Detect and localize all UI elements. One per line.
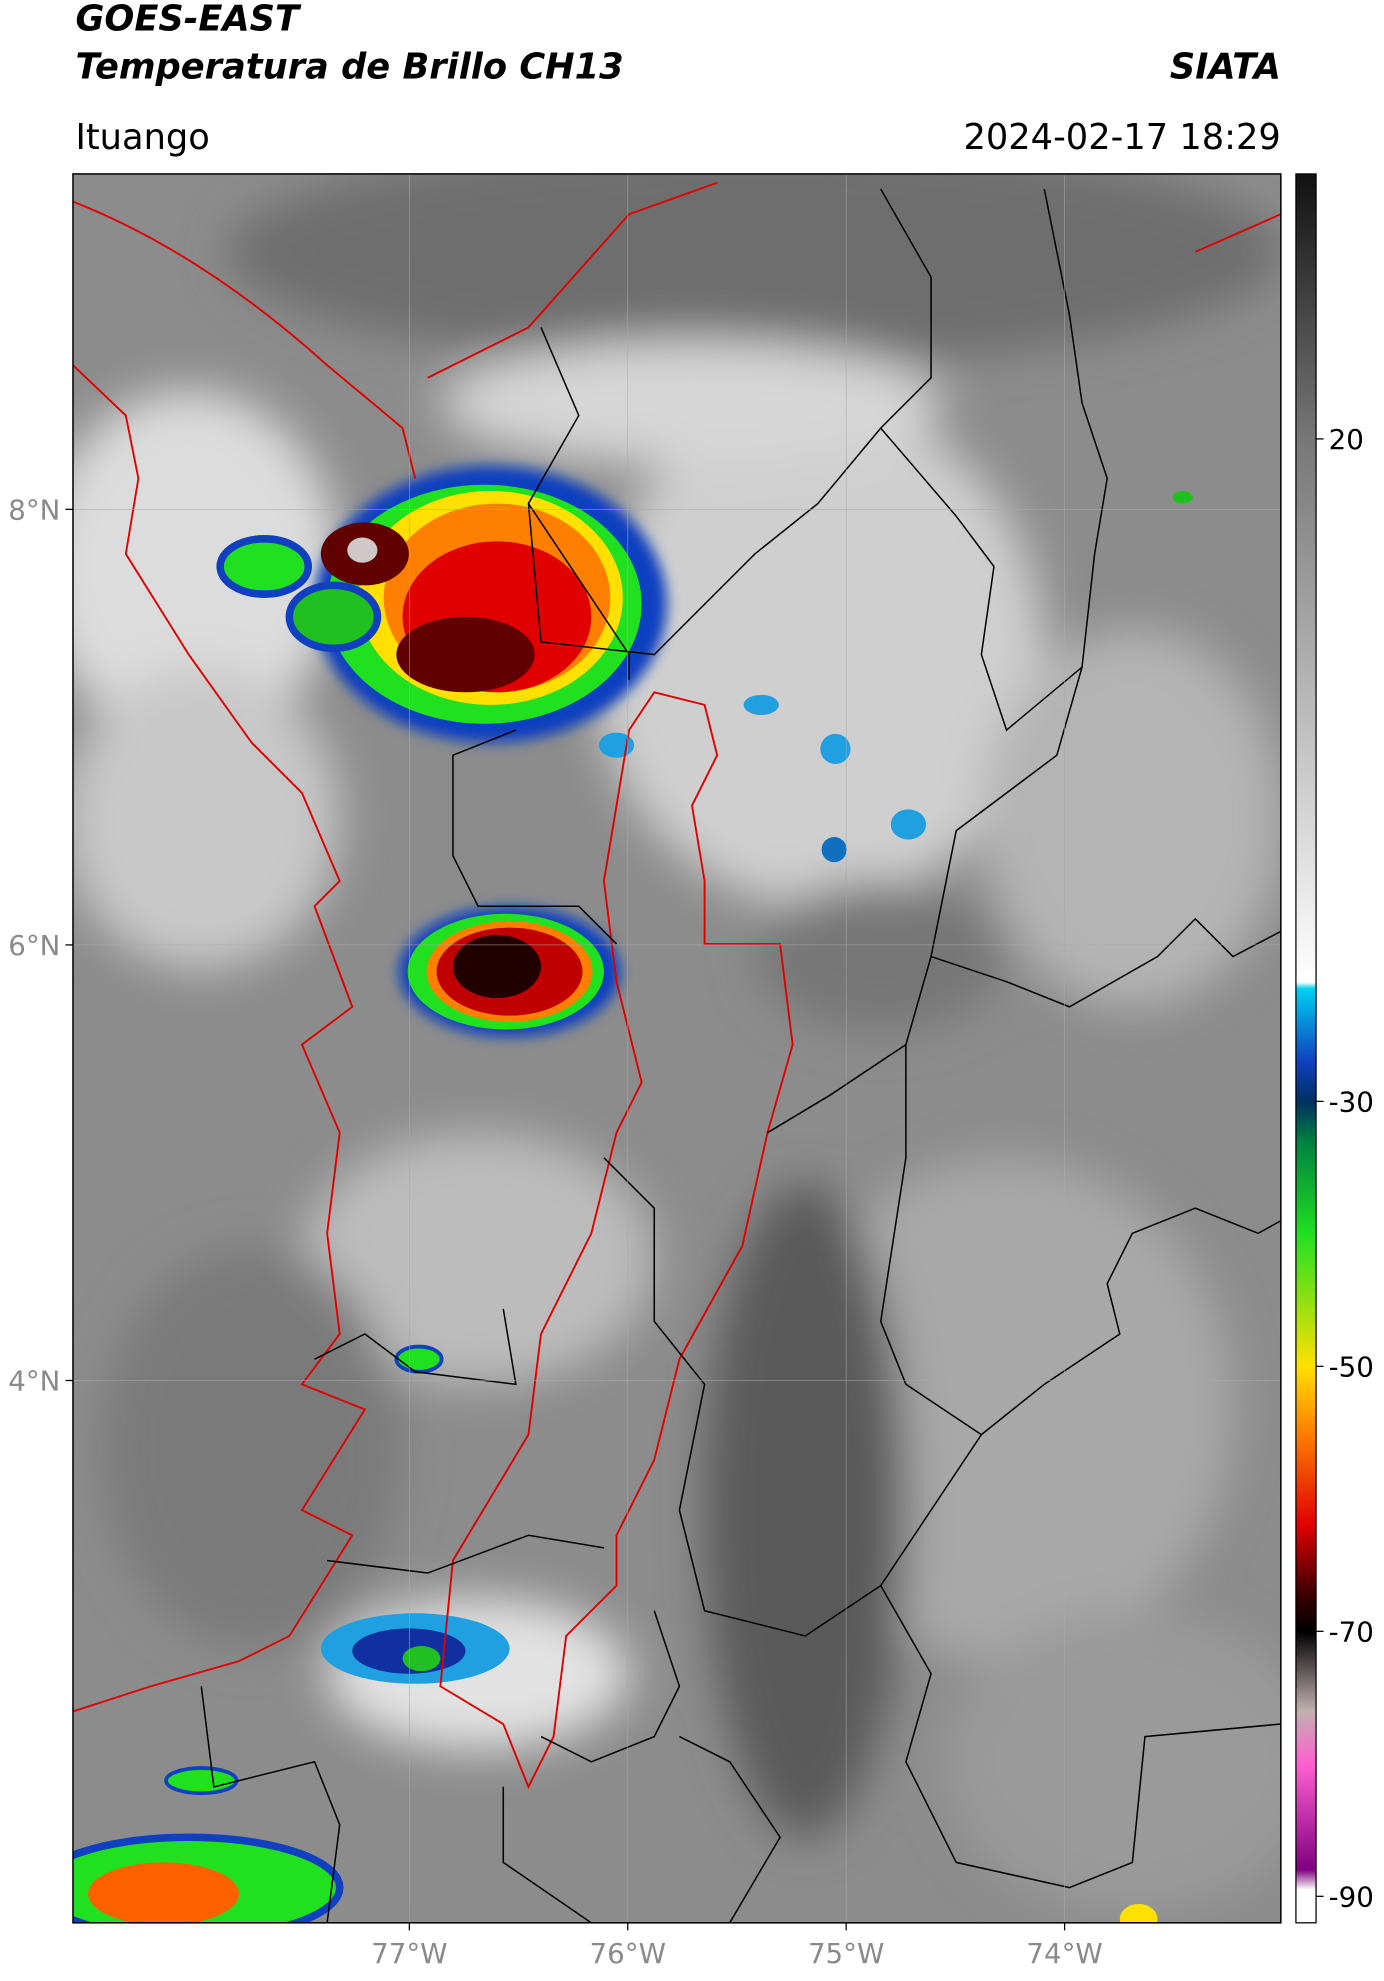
axis-ticks: 77°W 76°W 75°W 74°W 8°N 6°N 4°N bbox=[8, 493, 1103, 1970]
colorbar-tick-label: -90 bbox=[1329, 1880, 1374, 1913]
location: Ituango bbox=[75, 117, 209, 158]
lat-tick-label: 4°N bbox=[8, 1365, 60, 1398]
lat-tick-label: 6°N bbox=[8, 929, 60, 962]
lon-tick-label: 75°W bbox=[808, 1937, 884, 1970]
storm-2 bbox=[398, 906, 621, 1038]
agency: SIATA bbox=[1170, 46, 1281, 87]
lon-tick-label: 74°W bbox=[1026, 1937, 1102, 1970]
datetime: 2024-02-17 18:29 bbox=[963, 117, 1280, 158]
lat-tick-label: 8°N bbox=[8, 493, 60, 526]
colorbar bbox=[1295, 173, 1317, 1924]
colorbar-tick-label: -70 bbox=[1329, 1615, 1374, 1648]
colorbar-tick-label: -30 bbox=[1329, 1085, 1374, 1118]
map-frame bbox=[72, 173, 1282, 1924]
coastline bbox=[72, 181, 1281, 1790]
graticule bbox=[72, 173, 1281, 1923]
colorbar-tick-label: -50 bbox=[1329, 1350, 1374, 1383]
storm-1 bbox=[216, 465, 667, 743]
lon-tick-label: 76°W bbox=[590, 1937, 666, 1970]
colorbar-tick-label: 20 bbox=[1329, 423, 1364, 456]
satellite-title: GOES-EAST bbox=[75, 0, 302, 40]
satellite-image bbox=[72, 173, 1281, 1923]
colorbar-ticks: 20 -30 -50 -70 -90 bbox=[1316, 423, 1374, 1913]
product-title: Temperatura de Brillo CH13 bbox=[75, 46, 623, 87]
cloud-field bbox=[72, 173, 1281, 1913]
admin-borders bbox=[200, 188, 1281, 1923]
lon-tick-label: 77°W bbox=[371, 1937, 447, 1970]
